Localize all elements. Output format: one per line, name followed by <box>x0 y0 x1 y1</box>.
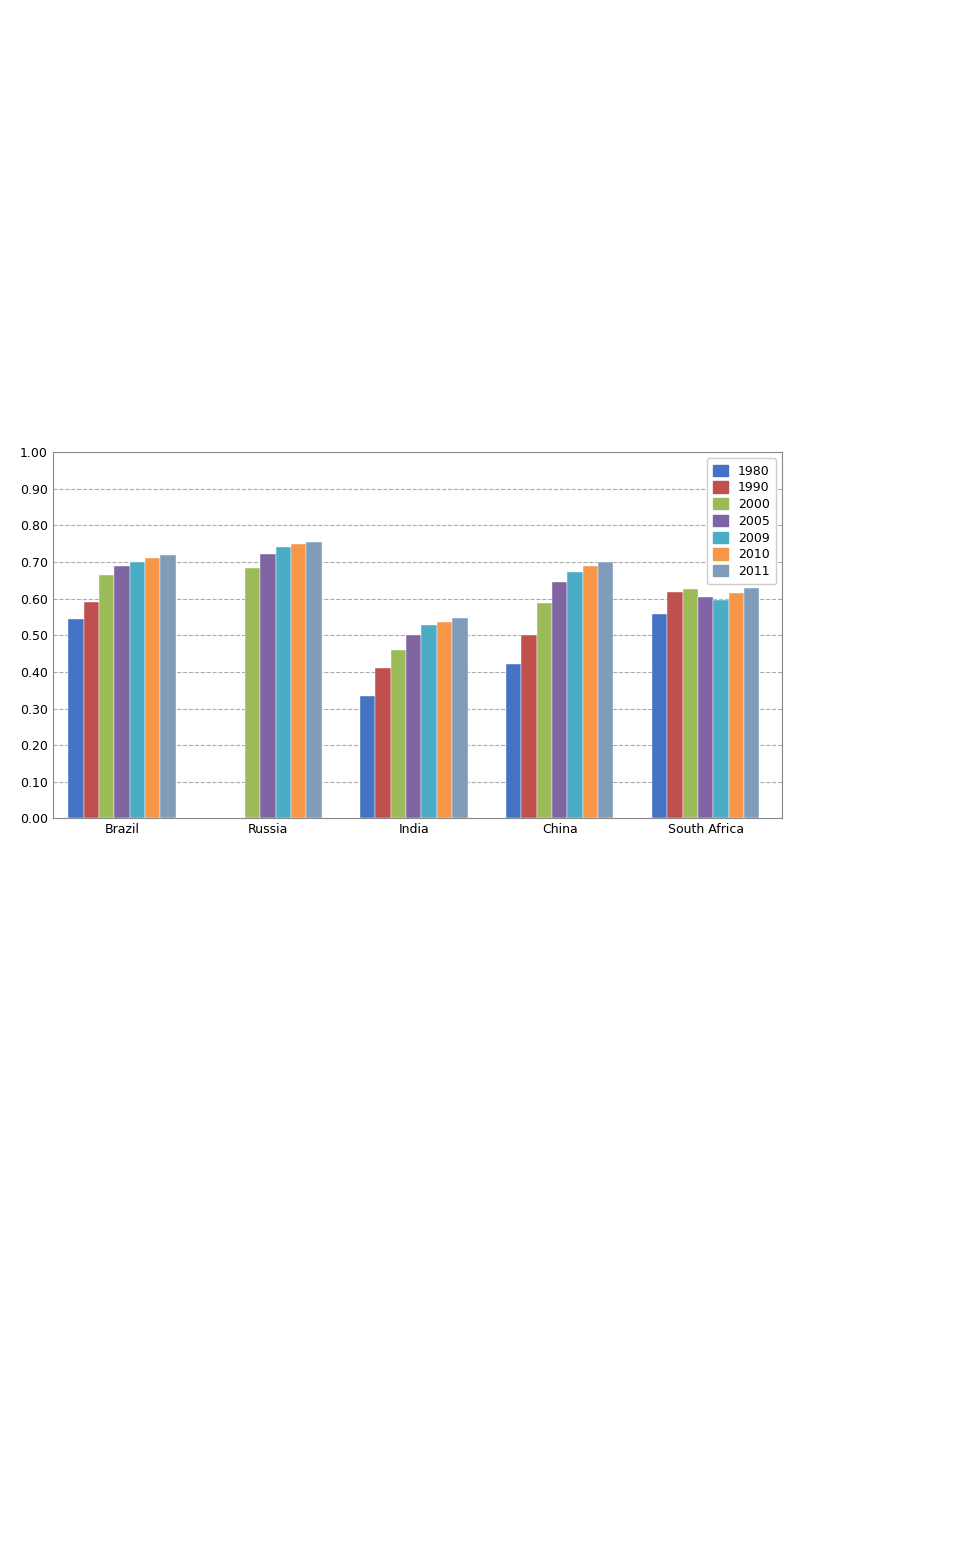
Bar <box>521 635 537 818</box>
Bar <box>421 625 437 818</box>
Bar <box>552 582 567 818</box>
Bar <box>84 602 99 818</box>
Bar <box>130 563 145 818</box>
Bar <box>506 664 521 818</box>
Bar <box>537 603 552 818</box>
Bar <box>406 635 421 818</box>
Bar <box>68 619 84 818</box>
Bar <box>452 617 468 818</box>
Bar <box>567 572 583 818</box>
Bar <box>667 592 683 818</box>
Bar <box>145 558 160 818</box>
Legend: 1980, 1990, 2000, 2005, 2009, 2010, 2011: 1980, 1990, 2000, 2005, 2009, 2010, 2011 <box>707 458 776 585</box>
Bar <box>729 592 744 818</box>
Bar <box>306 543 322 818</box>
Bar <box>683 589 698 818</box>
Bar <box>713 600 729 818</box>
Bar <box>598 563 613 818</box>
Bar <box>260 553 276 818</box>
Bar <box>360 695 375 818</box>
Bar <box>291 544 306 818</box>
Bar <box>375 669 391 818</box>
Bar <box>99 575 114 818</box>
Bar <box>698 597 713 818</box>
Bar <box>276 547 291 818</box>
Bar <box>114 566 130 818</box>
Bar <box>652 614 667 818</box>
Bar <box>437 622 452 818</box>
Bar <box>391 650 406 818</box>
Bar <box>160 555 176 818</box>
Bar <box>245 567 260 818</box>
Bar <box>583 566 598 818</box>
Bar <box>744 588 759 818</box>
